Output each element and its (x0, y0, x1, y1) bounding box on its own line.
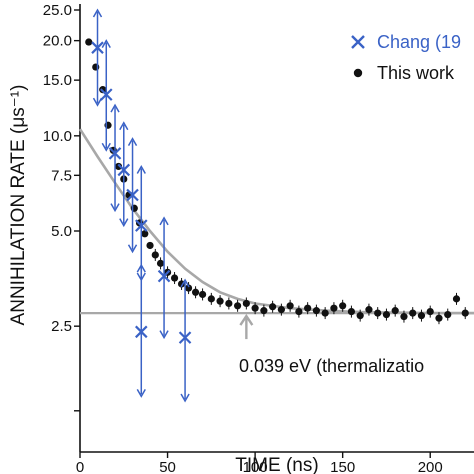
x-tick-label: 50 (159, 459, 176, 474)
chang-error-arrow-bottom (119, 218, 129, 228)
x-tick-label: 0 (76, 459, 84, 474)
chang-point (108, 147, 122, 160)
this-work-point (184, 284, 193, 292)
chang-point (91, 41, 104, 54)
x-tick-label: 150 (330, 459, 355, 474)
this-work-point (409, 309, 417, 317)
y-tick-label: 2.5 (51, 318, 72, 335)
y-tick-label: 25.0 (43, 2, 72, 19)
this-work-point (92, 63, 100, 71)
legend-this-work-marker (353, 68, 363, 78)
chang-error-arrow-bottom (101, 142, 111, 152)
this-work-point (356, 312, 364, 320)
this-work-point (141, 230, 149, 238)
this-work-point (286, 302, 294, 310)
this-work-point (104, 121, 112, 129)
chang-error-arrow-top (101, 39, 111, 49)
chang-point (157, 269, 171, 283)
chang-error-arrow-top (127, 137, 138, 146)
this-work-point (170, 274, 179, 282)
this-work-point (295, 308, 303, 316)
annotation-arrow-head (239, 313, 254, 326)
this-work-point (426, 308, 434, 316)
this-work-point (304, 304, 312, 312)
this-work-point (444, 310, 452, 319)
this-work-point (207, 295, 215, 303)
this-work-point (330, 304, 338, 312)
chang-error-arrow-top (180, 278, 190, 288)
x-tick-label: 200 (418, 459, 443, 474)
chang-point (178, 331, 192, 344)
chang-error-arrow-top (136, 263, 146, 273)
this-work-point (461, 309, 469, 317)
annotation-text: 0.039 eV (thermalizatio (239, 356, 424, 376)
chang-error-arrow-top (159, 216, 169, 226)
this-work-point (365, 306, 373, 314)
chang-error-arrow-bottom (136, 388, 146, 398)
this-work-point (277, 306, 285, 314)
this-work-point (216, 297, 224, 305)
this-work-point (391, 307, 399, 315)
this-work-point (234, 302, 242, 310)
y-tick-label: 20.0 (43, 33, 72, 50)
chang-error-arrow-top (92, 8, 103, 18)
this-work-point (198, 290, 207, 299)
chang-point (135, 219, 148, 232)
chang-error-arrow-top (110, 103, 120, 113)
y-tick-label: 5.0 (51, 223, 72, 240)
this-work-point (435, 314, 443, 322)
this-work-point (269, 303, 277, 311)
y-tick-label: 15.0 (43, 72, 72, 89)
this-work-point (146, 241, 154, 250)
this-work-point (417, 312, 426, 320)
legend-chang-label: Chang (19 (377, 32, 461, 52)
this-work-point (339, 302, 347, 310)
y-axis-title: ANNIHILATION RATE (μs⁻¹) (8, 85, 29, 326)
this-work-point (225, 299, 233, 308)
this-work-point (400, 313, 408, 321)
this-work-point (156, 259, 165, 267)
this-work-point (151, 251, 159, 259)
this-work-point (85, 38, 93, 46)
this-work-point (321, 309, 329, 317)
x-tick-label: 100 (243, 459, 268, 474)
this-work-point (374, 309, 382, 317)
this-work-point (242, 299, 250, 308)
chang-error-arrow-bottom (110, 203, 120, 213)
chang-point (126, 188, 139, 202)
y-tick-label: 10.0 (43, 128, 72, 145)
legend-this-work-label: This work (377, 63, 455, 83)
this-work-point (347, 308, 356, 316)
this-work-point (251, 304, 259, 312)
legend-chang-marker (351, 35, 365, 49)
this-work-point (260, 307, 268, 315)
y-tick-label: 7.5 (51, 167, 72, 184)
this-work-point (382, 310, 391, 319)
chang-error-arrow-bottom (180, 393, 190, 403)
chang-point (135, 325, 148, 339)
chang-error-arrow-top (136, 164, 146, 174)
chang-point (117, 163, 131, 177)
chang-error-arrow-bottom (159, 330, 169, 340)
x-axis-title: TIME (ns) (235, 455, 318, 474)
this-work-point (130, 204, 138, 212)
plot-area: 0 50 100 150 200 25.0 20.0 15.0 10.0 7.5 5.0 2.5 TIM… (8, 2, 474, 474)
this-work-point (191, 288, 200, 296)
chang-point (99, 88, 113, 101)
this-work-point (312, 307, 320, 315)
chang-error-arrow-top (119, 121, 129, 131)
this-work-point (114, 162, 123, 171)
chang-error-arrow-bottom (92, 97, 103, 107)
this-work-point (452, 295, 461, 303)
chang-error-arrow-bottom (127, 244, 138, 254)
